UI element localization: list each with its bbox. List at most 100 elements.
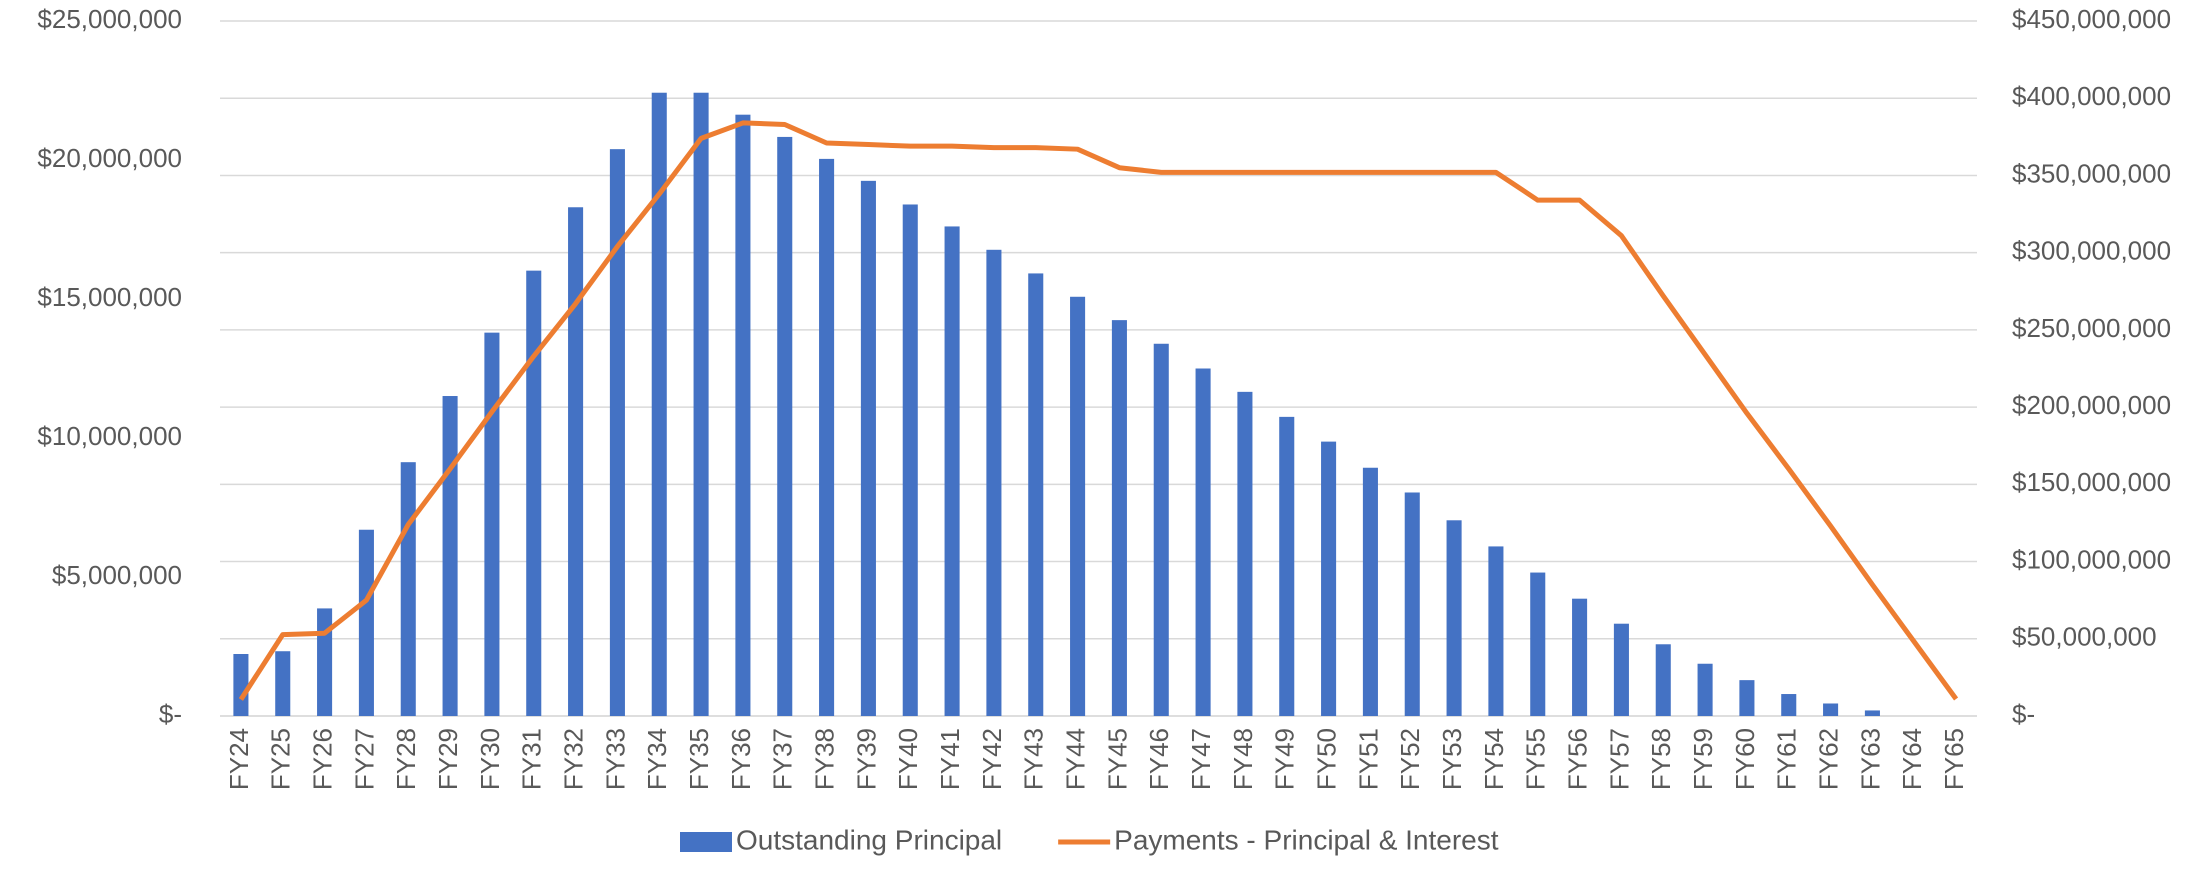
x-tick-label: FY64 [1897, 728, 1927, 790]
x-tick-label: FY40 [893, 728, 923, 790]
x-tick-label: FY59 [1688, 728, 1718, 790]
y2-tick-label: $- [2012, 699, 2035, 729]
bar [442, 396, 458, 716]
x-tick-label: FY47 [1186, 728, 1216, 790]
y2-tick-label: $350,000,000 [2012, 158, 2171, 188]
bar [1321, 441, 1337, 716]
bar [651, 92, 667, 716]
x-tick-label: FY48 [1228, 728, 1258, 790]
x-tick-label: FY61 [1772, 728, 1802, 790]
x-tick-label: FY42 [977, 728, 1007, 790]
bar [400, 462, 416, 716]
x-tick-label: FY57 [1604, 728, 1634, 790]
x-tick-label: FY44 [1060, 728, 1090, 790]
x-tick-label: FY65 [1939, 728, 1969, 790]
x-tick-label: FY35 [684, 728, 714, 790]
x-tick-label: FY51 [1353, 728, 1383, 790]
bar [1237, 391, 1253, 716]
bar [944, 226, 960, 716]
x-tick-label: FY27 [349, 728, 379, 790]
x-tick-label: FY28 [391, 728, 421, 790]
bar [1446, 520, 1462, 716]
bar [1739, 680, 1755, 716]
bar [1028, 273, 1044, 716]
bar [1530, 572, 1546, 716]
y2-tick-label: $50,000,000 [2012, 622, 2157, 652]
y2-tick-label: $150,000,000 [2012, 467, 2171, 497]
y2-tick-label: $450,000,000 [2012, 4, 2171, 34]
bar [526, 270, 542, 716]
x-tick-label: FY34 [642, 728, 672, 790]
bar [1823, 703, 1839, 716]
bar [233, 654, 249, 716]
bar [358, 529, 374, 716]
bar [1864, 710, 1880, 716]
x-tick-label: FY29 [433, 728, 463, 790]
bar [777, 136, 793, 716]
x-tick-label: FY37 [768, 728, 798, 790]
x-tick-label: FY62 [1813, 728, 1843, 790]
x-tick-label: FY31 [517, 728, 547, 790]
x-tick-label: FY63 [1855, 728, 1885, 790]
x-tick-label: FY43 [1019, 728, 1049, 790]
legend-label: Outstanding Principal [736, 824, 1002, 855]
x-tick-label: FY41 [935, 728, 965, 790]
x-tick-label: FY54 [1479, 728, 1509, 790]
y-tick-label: $- [159, 699, 182, 729]
bar [1404, 492, 1420, 716]
bar [1153, 343, 1169, 716]
x-tick-label: FY46 [1144, 728, 1174, 790]
x-tick-label: FY25 [266, 728, 296, 790]
bar [568, 207, 584, 716]
x-tick-label: FY24 [224, 728, 254, 790]
bar [819, 158, 835, 716]
x-tick-label: FY56 [1562, 728, 1592, 790]
bar [735, 114, 751, 717]
x-tick-label: FY58 [1646, 728, 1676, 790]
line [238, 120, 1959, 701]
x-tick-label: FY50 [1311, 728, 1341, 790]
x-tick-label: FY39 [851, 728, 881, 790]
x-tick-label: FY45 [1102, 728, 1132, 790]
y2-tick-label: $100,000,000 [2012, 544, 2171, 574]
y2-tick-label: $200,000,000 [2012, 390, 2171, 420]
bar [860, 180, 876, 717]
bar [1613, 623, 1629, 716]
bar [1488, 546, 1504, 716]
y2-tick-label: $300,000,000 [2012, 236, 2171, 266]
x-tick-label: FY33 [600, 728, 630, 790]
y2-tick-label: $250,000,000 [2012, 313, 2171, 343]
x-tick-label: FY60 [1730, 728, 1760, 790]
y-tick-label: $15,000,000 [37, 282, 182, 312]
bar [275, 651, 291, 716]
x-tick-label: FY52 [1395, 728, 1425, 790]
y-tick-label: $25,000,000 [37, 4, 182, 34]
legend-label: Payments - Principal & Interest [1114, 824, 1499, 855]
x-tick-label: FY55 [1521, 728, 1551, 790]
legend-swatch [680, 832, 732, 852]
bar [1070, 296, 1086, 716]
bar [1362, 467, 1378, 716]
x-tick-label: FY53 [1437, 728, 1467, 790]
y-tick-label: $20,000,000 [37, 143, 182, 173]
bar [902, 204, 918, 717]
bar [1655, 644, 1671, 716]
y-tick-label: $5,000,000 [52, 560, 182, 590]
bar [986, 249, 1002, 716]
bar [1111, 320, 1127, 716]
bar [317, 608, 333, 716]
y-tick-label: $10,000,000 [37, 421, 182, 451]
bar [1572, 598, 1588, 716]
bar [484, 332, 500, 716]
x-tick-label: FY36 [726, 728, 756, 790]
x-tick-label: FY30 [475, 728, 505, 790]
bar [609, 149, 625, 716]
y2-tick-label: $400,000,000 [2012, 81, 2171, 111]
bar [1697, 663, 1713, 716]
bar [1279, 416, 1295, 716]
bar [1195, 368, 1211, 716]
x-tick-label: FY32 [558, 728, 588, 790]
x-tick-label: FY26 [307, 728, 337, 790]
bar [693, 92, 709, 716]
